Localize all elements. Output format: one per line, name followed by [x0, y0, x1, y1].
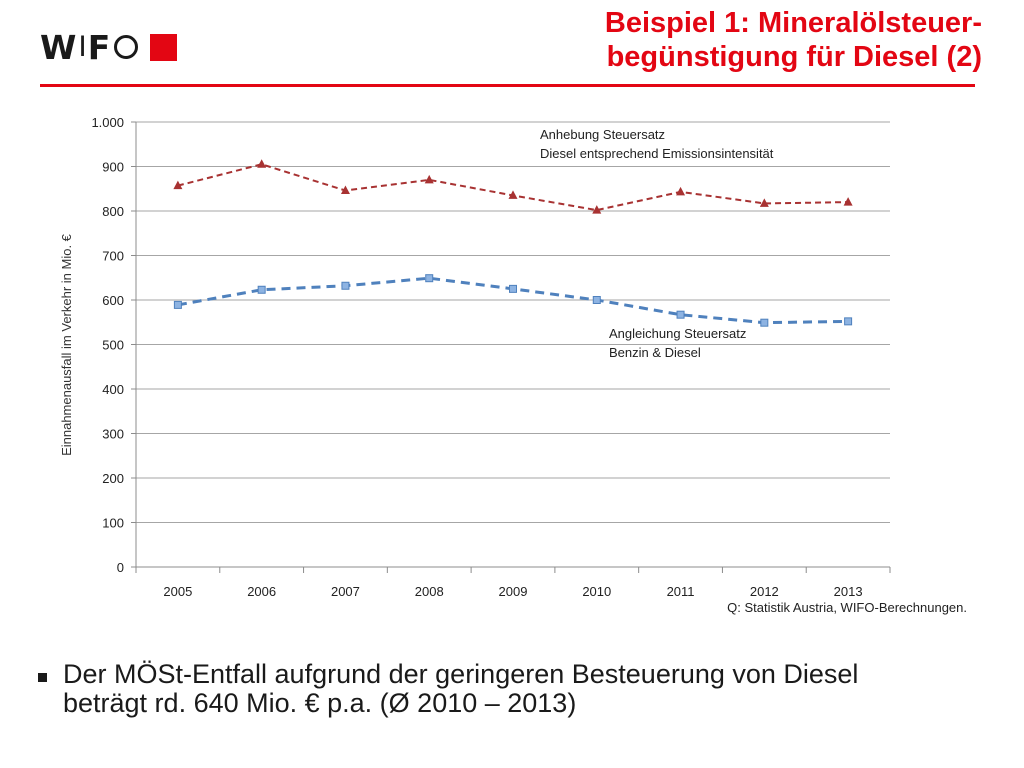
series-annotation-2: Angleichung Steuersatz: [609, 326, 746, 341]
x-tick-label: 2013: [834, 584, 863, 599]
y-tick-label: 100: [102, 516, 124, 531]
series-annotation-1: Diesel entsprechend Emissionsintensität: [540, 146, 774, 161]
data-point-triangle: [340, 185, 350, 195]
x-tick-label: 2006: [247, 584, 276, 599]
logo-letters-f: F: [87, 27, 112, 67]
bullet-text-line-2: beträgt rd. 640 Mio. € p.a. (Ø 2010 – 20…: [63, 688, 577, 718]
data-point-triangle: [843, 197, 853, 206]
data-point-square: [341, 281, 350, 290]
data-point-square: [425, 274, 434, 283]
grid-lines: [131, 121, 891, 573]
data-point-triangle: [592, 205, 602, 214]
y-tick-label: 400: [102, 382, 124, 397]
data-point-triangle: [424, 174, 434, 184]
data-point-square: [844, 317, 853, 326]
logo-bar: I: [78, 30, 87, 63]
y-tick-label: 500: [102, 338, 124, 353]
y-tick-label: 300: [102, 427, 124, 442]
series-annotation-1: Anhebung Steuersatz: [540, 127, 665, 142]
bullet-text-line-1: Der MÖSt-Entfall aufgrund der geringeren…: [63, 659, 859, 689]
data-point-square: [257, 285, 266, 294]
annotation-layer: Anhebung Steuersatz Diesel entsprechend E…: [540, 127, 774, 360]
y-tick-label: 0: [117, 560, 124, 575]
y-tick-label: 600: [102, 293, 124, 308]
x-tick-label: 2008: [415, 584, 444, 599]
data-point-square: [592, 296, 601, 304]
series-1: [173, 159, 853, 214]
y-axis-label: Einnahmenausfall im Verkehr in Mio. €: [59, 233, 74, 456]
x-tick-label: 2011: [667, 584, 695, 599]
x-tick-label: 2007: [331, 584, 360, 599]
title-divider: [40, 84, 975, 87]
bullet-text: Der MÖSt-Entfall aufgrund der geringeren…: [63, 660, 983, 718]
source-note: Q: Statistik Austria, WIFO-Berechnungen.: [727, 600, 967, 615]
x-tick-label: 2010: [582, 584, 611, 599]
data-point-square: [509, 284, 517, 293]
data-point-triangle: [676, 186, 686, 196]
y-tick-label: 200: [102, 471, 124, 486]
bullet-square-icon: [38, 673, 47, 682]
logo-letters-w: W: [40, 27, 78, 67]
bullet-point: Der MÖSt-Entfall aufgrund der geringeren…: [38, 660, 983, 718]
y-tick-label: 800: [102, 204, 124, 219]
y-tick-label: 1.000: [91, 115, 124, 130]
data-point-triangle: [759, 198, 769, 207]
wifo-logo: W I F: [40, 27, 178, 67]
data-point-triangle: [508, 190, 518, 199]
x-tick-labels: 2005 2006 2007 2008 2009 2010 2011 2012 2013: [163, 584, 862, 599]
x-tick-label: 2005: [163, 584, 192, 599]
series-annotation-2: Benzin & Diesel: [609, 345, 701, 360]
data-point-square: [676, 310, 685, 319]
data-point-triangle: [173, 180, 183, 190]
y-tick-label: 900: [102, 160, 124, 175]
slide-title-line-2: begünstigung für Diesel (2): [606, 41, 982, 73]
logo-circle-icon: [114, 35, 139, 59]
slide-title-line-1: Beispiel 1: Mineralölsteuer-: [604, 7, 982, 39]
data-point-triangle: [257, 159, 267, 168]
x-tick-label: 2012: [750, 584, 779, 599]
data-point-square: [760, 318, 769, 327]
y-tick-label: 700: [102, 249, 124, 264]
series-2: [173, 274, 853, 327]
x-tick-label: 2009: [499, 584, 528, 599]
series-layer: [173, 159, 853, 327]
y-tick-labels: 0 100 200 300 400 500 600 700 800 900 1.000: [91, 115, 124, 575]
slide-title: Beispiel 1: Mineralölsteuer- begünstigun…: [605, 6, 982, 74]
series-line-1: [177, 163, 849, 212]
data-point-square: [173, 300, 182, 309]
logo-red-square-icon: [150, 33, 178, 61]
